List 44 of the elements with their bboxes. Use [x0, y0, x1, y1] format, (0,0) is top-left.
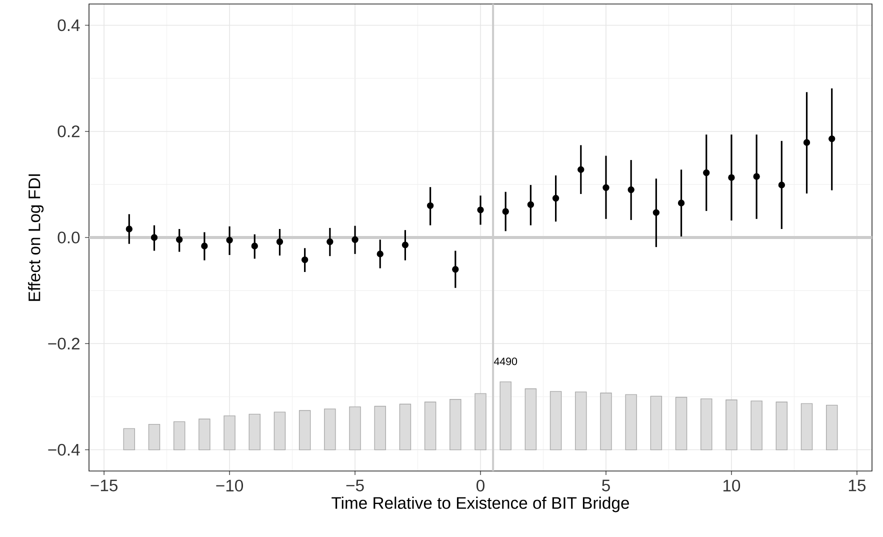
x-tick-label: −5 [346, 480, 364, 492]
point [602, 184, 610, 191]
point [678, 200, 685, 206]
point [326, 238, 334, 246]
y-tick-label: −0.2 [48, 338, 80, 350]
x-tick-label: 10 [723, 480, 740, 492]
point [778, 182, 785, 188]
y-tick-label: −0.4 [48, 444, 80, 456]
point [452, 266, 459, 273]
point [527, 201, 534, 208]
point [402, 242, 409, 248]
point [176, 236, 183, 243]
y-axis-title: Effect on Log FDI [28, 174, 44, 301]
x-tick-label: 15 [848, 480, 866, 492]
point [628, 186, 634, 194]
point [753, 173, 760, 180]
point [150, 234, 158, 241]
point [426, 202, 434, 209]
x-tick-label: 5 [602, 480, 610, 492]
point [502, 208, 509, 215]
point [126, 226, 132, 232]
point [552, 194, 560, 202]
y-tick-label: 0.0 [58, 232, 80, 244]
x-tick-label: 0 [476, 480, 484, 492]
point [578, 166, 584, 173]
y-tick-label: 0.2 [58, 125, 80, 138]
point [276, 238, 284, 246]
point [803, 139, 810, 146]
y-tick-label: 0.4 [58, 19, 80, 32]
point [201, 242, 208, 250]
point [251, 242, 258, 250]
point [652, 209, 660, 216]
x-tick-label: −10 [216, 480, 244, 492]
point [376, 250, 384, 258]
point [477, 206, 484, 214]
point [828, 135, 836, 142]
x-axis-title: Time Relative to Existence of BIT Bridge [332, 496, 630, 512]
point [703, 169, 710, 176]
annotation: 4490 [494, 358, 518, 366]
x-tick-label: −15 [90, 480, 118, 492]
point [728, 174, 735, 181]
point [301, 256, 308, 264]
point [226, 236, 233, 244]
point [352, 236, 358, 243]
